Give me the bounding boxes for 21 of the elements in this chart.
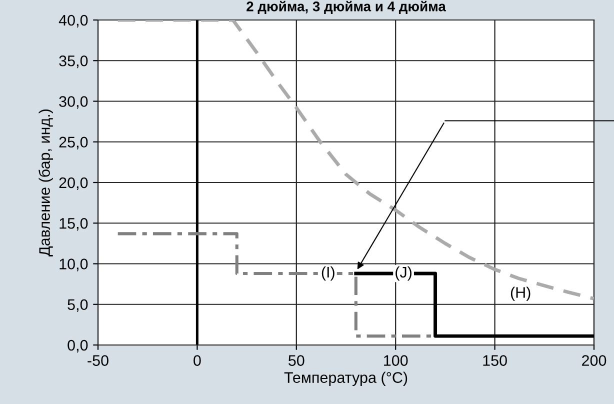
y-tick-label: 15,0 — [60, 218, 88, 231]
y-tick-label: 25,0 — [59, 136, 88, 150]
annotation: (I) — [322, 266, 334, 281]
y-tick-label: 20,0 — [59, 177, 88, 190]
y-tick-label: 40,0 — [58, 14, 88, 28]
x-tick-label: 100 — [384, 355, 408, 366]
x-axis-title: Температура (°C) — [284, 372, 408, 386]
annotation: (H) — [510, 286, 530, 301]
x-tick-label: 200 — [582, 355, 606, 366]
y-tick-label: 35,0 — [59, 55, 88, 68]
y-tick-label: 0,0 — [68, 340, 88, 352]
y-tick-label: 10,0 — [60, 258, 88, 272]
annotation: (J) — [396, 266, 412, 281]
y-tick-label: 30,0 — [59, 96, 88, 109]
chart-title: 2 дюйма, 3 дюйма и 4 дюйма — [246, 0, 446, 14]
y-axis-title: Давление (бар, инд.) — [38, 109, 53, 256]
y-tick-label: 5,0 — [68, 299, 88, 312]
x-tick-label: 150 — [483, 355, 507, 366]
x-tick-label: 0 — [194, 355, 201, 366]
x-tick-label: 50 — [288, 355, 304, 366]
x-tick-label: -50 — [88, 355, 108, 366]
